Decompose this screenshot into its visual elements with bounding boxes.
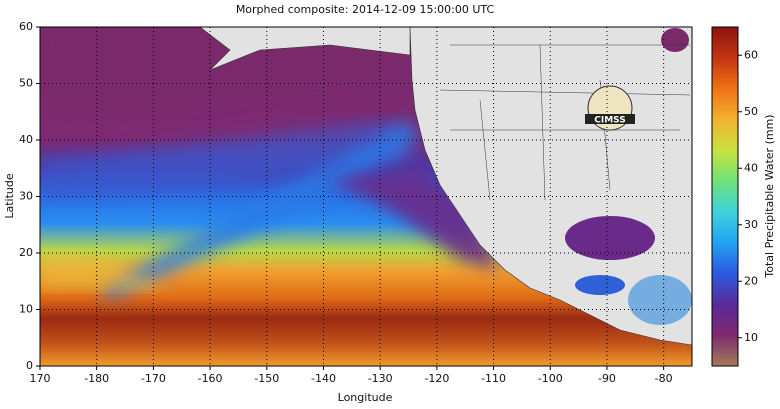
y-tick-label: 60 (19, 20, 33, 33)
colorbar-tick-label: 40 (744, 161, 758, 174)
y-tick-label: 50 (19, 77, 33, 90)
x-tick-label: -120 (424, 372, 449, 385)
y-tick-label: 20 (19, 246, 33, 259)
x-tick-label: -90 (598, 372, 616, 385)
y-label: Latitude (3, 173, 16, 219)
x-tick-label: -150 (254, 372, 279, 385)
logo: CIMSS (585, 85, 635, 131)
x-tick-label: -130 (368, 372, 393, 385)
x-tick-label: -100 (538, 372, 563, 385)
y-tick-label: 0 (26, 359, 33, 372)
colorbar-tick-label: 30 (744, 218, 758, 231)
title: Morphed composite: 2014-12-09 15:00:00 U… (236, 3, 495, 16)
x-tick-label: -80 (655, 372, 673, 385)
logo-text: CIMSS (594, 116, 625, 126)
x-tick-label: -160 (198, 372, 223, 385)
x-tick-label: -180 (84, 372, 109, 385)
x-label: Longitude (338, 391, 393, 404)
x-tick-label: -110 (481, 372, 506, 385)
colorbar-tick-label: 10 (744, 331, 758, 344)
y-tick-label: 30 (19, 190, 33, 203)
map-field: CIMSS (40, 27, 692, 366)
colorbar-label: Total Precipitable Water (mm) (763, 114, 776, 278)
colorbar-tick-label: 20 (744, 274, 758, 287)
x-tick-label: -170 (141, 372, 166, 385)
y-tick-label: 10 (19, 303, 33, 316)
colorbar-tick-label: 60 (744, 48, 758, 61)
y-tick-label: 40 (19, 133, 33, 146)
x-tick-label: -140 (311, 372, 336, 385)
x-tick-label: 170 (30, 372, 51, 385)
colorbar (711, 26, 739, 367)
colorbar-tick-label: 50 (744, 105, 758, 118)
